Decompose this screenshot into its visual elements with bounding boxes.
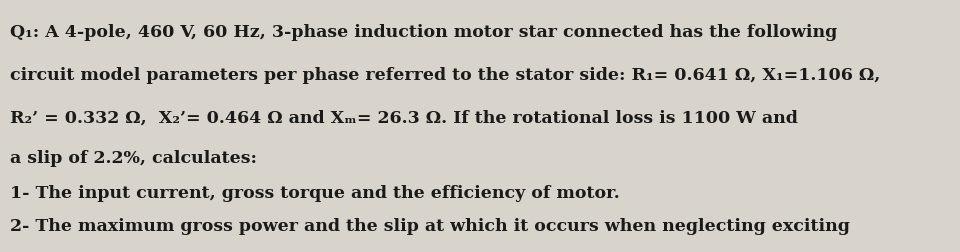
- Text: 2- The maximum gross power and the slip at which it occurs when neglecting excit: 2- The maximum gross power and the slip …: [10, 217, 850, 234]
- Text: R₂’ = 0.332 Ω,  X₂’= 0.464 Ω and Xₘ= 26.3 Ω. If the rotational loss is 1100 W an: R₂’ = 0.332 Ω, X₂’= 0.464 Ω and Xₘ= 26.3…: [10, 109, 798, 126]
- Text: a slip of 2.2%, calculates:: a slip of 2.2%, calculates:: [10, 149, 256, 166]
- Text: Q₁: A 4-pole, 460 V, 60 Hz, 3-phase induction motor star connected has the follo: Q₁: A 4-pole, 460 V, 60 Hz, 3-phase indu…: [10, 24, 837, 41]
- Text: circuit model parameters per phase referred to the stator side: R₁= 0.641 Ω, X₁=: circuit model parameters per phase refer…: [10, 67, 880, 84]
- Text: 1- The input current, gross torque and the efficiency of motor.: 1- The input current, gross torque and t…: [10, 184, 619, 201]
